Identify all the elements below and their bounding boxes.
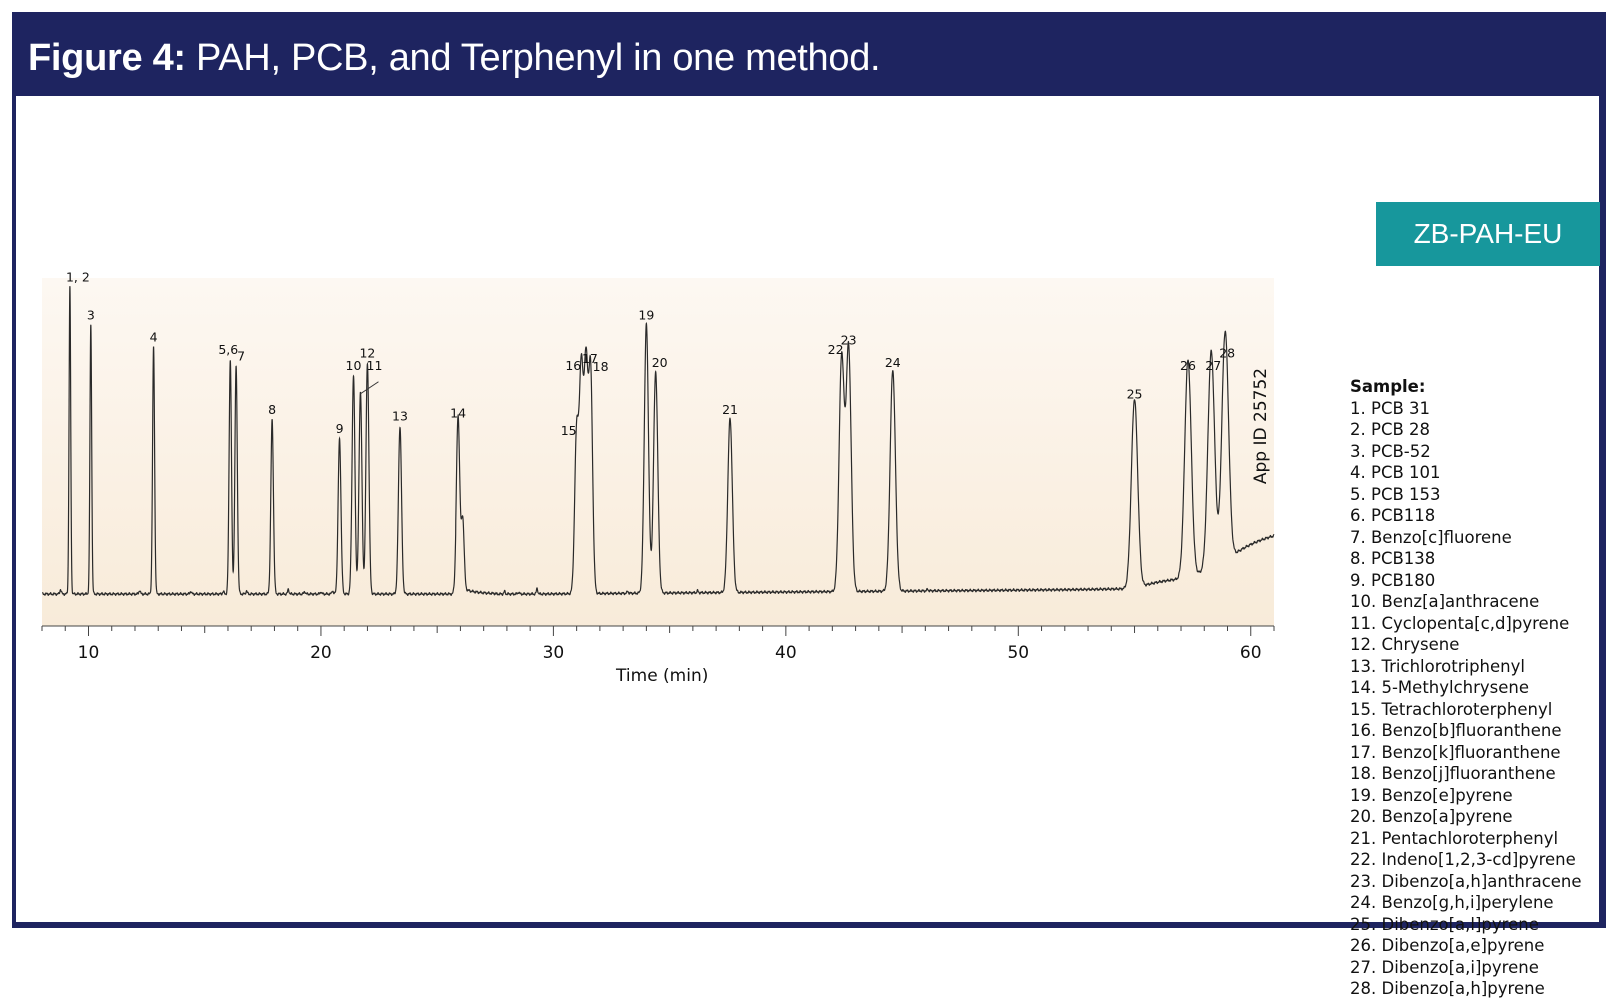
peak-label: 11 <box>367 358 383 373</box>
x-tick-label: 20 <box>310 643 332 663</box>
peak-label: 8 <box>268 402 276 417</box>
peak-label: 20 <box>652 355 668 370</box>
peak-label: 5,6 <box>218 342 238 357</box>
peak-label: 13 <box>392 409 408 424</box>
peak-leader-line <box>360 381 379 395</box>
x-axis-title: Time (min) <box>615 666 708 686</box>
peak-label: 1, 2 <box>66 269 90 284</box>
legend-item: 19. Benzo[e]pyrene <box>1350 785 1513 805</box>
peak-label: 18 <box>593 359 609 374</box>
peak-label: 23 <box>841 333 857 348</box>
legend-item: 26. Dibenzo[a,e]pyrene <box>1350 936 1545 955</box>
peak-label: 14 <box>450 405 466 420</box>
legend-heading: Sample: <box>1350 377 1426 396</box>
peak-label: 3 <box>87 307 95 322</box>
peak-label: 25 <box>1127 386 1143 401</box>
peak-label: 26 <box>1180 358 1196 373</box>
legend-item: 4. PCB 101 <box>1350 463 1441 482</box>
peak-label: 12 <box>359 345 375 360</box>
sample-legend: Sample: 1. PCB 31 2. PCB 28 3. PCB-52 4. PCB… <box>1350 376 1582 1000</box>
legend-item: 16. Benzo[b]fluoranthene <box>1350 721 1562 740</box>
legend-item: 15. Tetrachloroterphenyl <box>1350 699 1553 719</box>
figure-frame: Figure 4: PAH, PCB, and Terphenyl in one… <box>12 12 1606 998</box>
legend-item: 11. Cyclopenta[c,d]pyrene <box>1350 613 1570 633</box>
peak-label: 17 <box>582 351 598 366</box>
legend-item: 2. PCB 28 <box>1350 420 1431 439</box>
figure-title: Figure 4: PAH, PCB, and Terphenyl in one… <box>28 26 881 90</box>
legend-item: 3. PCB-52 <box>1350 441 1431 461</box>
x-tick-label: 30 <box>543 643 565 663</box>
legend-item: 6. PCB118 <box>1350 506 1436 525</box>
peak-label: 15 <box>561 423 577 438</box>
peak-label: 7 <box>237 348 245 363</box>
peak-label: 27 <box>1205 358 1221 373</box>
peak-label: 4 <box>150 330 158 345</box>
legend-item: 10. Benz[a]anthracene <box>1350 592 1540 611</box>
legend-item: 12. Chrysene <box>1350 635 1460 654</box>
figure-panel: 1, 2 3 4 5,6 7 8 9 10 11 12 13 14 15 16 17 18 19 20 21 22 23… <box>16 96 1600 998</box>
legend-item: 22. Indeno[1,2,3-cd]pyrene <box>1350 850 1576 869</box>
peak-label: 9 <box>336 421 344 436</box>
legend-item: 17. Benzo[k]fluoranthene <box>1350 742 1561 762</box>
legend-item: 13. Trichlorotriphenyl <box>1350 656 1525 676</box>
legend-item: 21. Pentachloroterphenyl <box>1350 828 1559 848</box>
legend-item: 20. Benzo[a]pyrene <box>1350 807 1513 826</box>
legend-item: 1. PCB 31 <box>1350 398 1431 418</box>
column-badge: ZB-PAH-EU <box>1376 202 1600 266</box>
legend-item: 7. Benzo[c]fluorene <box>1350 527 1512 547</box>
peak-label: 21 <box>722 402 738 417</box>
figure-title-text: PAH, PCB, and Terphenyl in one method. <box>196 37 881 79</box>
legend-item: 14. 5-Methylchrysene <box>1350 678 1530 697</box>
legend-item: 9. PCB180 <box>1350 570 1436 590</box>
app-id-annotation: App ID 25752 <box>1251 368 1271 484</box>
peak-label: 28 <box>1219 345 1235 360</box>
legend-item: 24. Benzo[g,h,i]perylene <box>1350 893 1554 912</box>
x-tick-label: 50 <box>1007 643 1029 663</box>
x-tick-label: 10 <box>78 643 100 663</box>
legend-item: 27. Dibenzo[a,i]pyrene <box>1350 957 1539 977</box>
chromatogram-trace <box>42 286 1275 597</box>
legend-item: 25. Dibenzo[a,l]pyrene <box>1350 914 1539 934</box>
legend-item: 23. Dibenzo[a,h]anthracene <box>1350 871 1582 891</box>
x-tick-label: 60 <box>1240 643 1262 663</box>
peak-label: 24 <box>885 355 901 370</box>
x-tick-label: 40 <box>775 643 797 663</box>
peak-label: 19 <box>638 307 654 322</box>
peak-label: 10 <box>346 358 362 373</box>
peak-label: 16 <box>565 358 581 373</box>
figure-title-lead: Figure 4: <box>28 37 186 79</box>
legend-item: 18. Benzo[j]fluoranthene <box>1350 764 1556 783</box>
legend-item: 8. PCB138 <box>1350 549 1436 568</box>
legend-item: 28. Dibenzo[a,h]pyrene <box>1350 979 1545 998</box>
peak-label: 22 <box>828 342 844 357</box>
legend-item: 5. PCB 153 <box>1350 484 1441 504</box>
